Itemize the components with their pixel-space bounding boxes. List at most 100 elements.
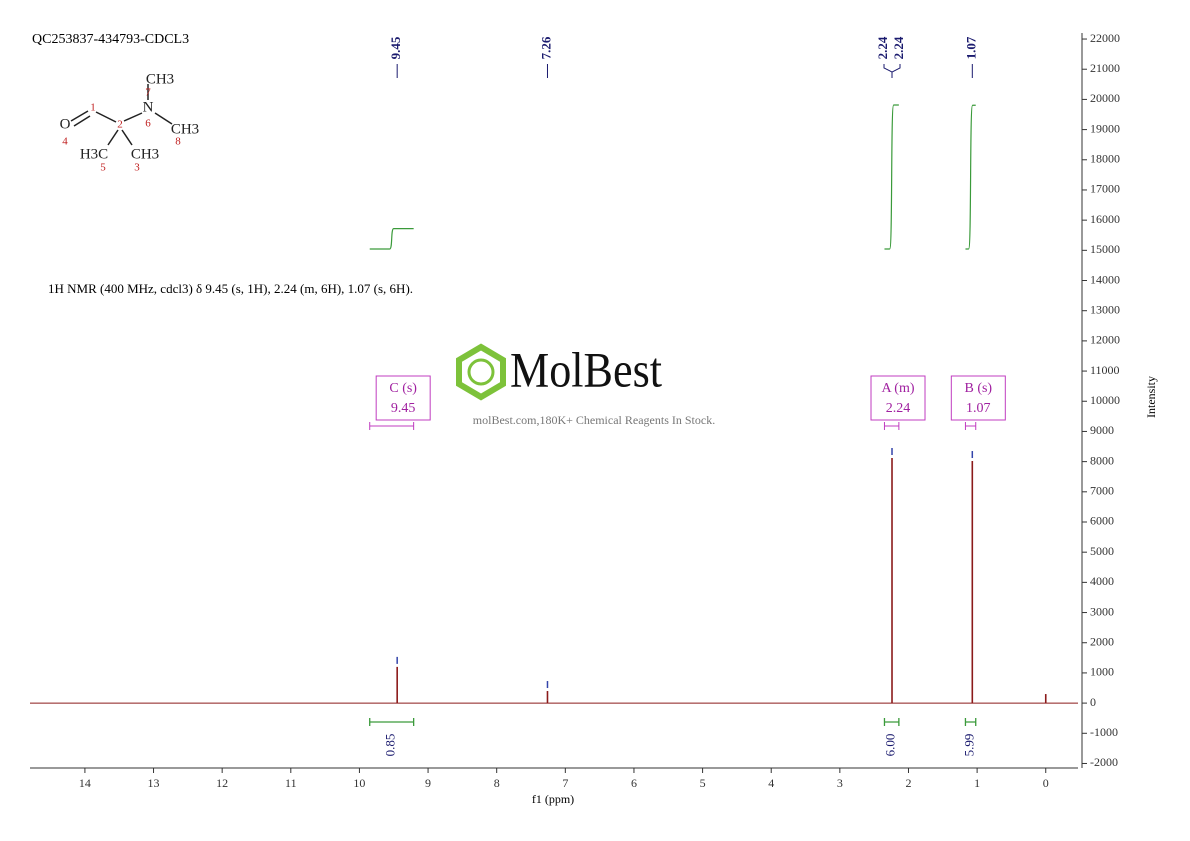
y-tick-label: 1000 bbox=[1090, 665, 1114, 679]
peak-label: 1.07 bbox=[963, 36, 978, 59]
integral-bracket bbox=[369, 718, 415, 726]
integral-curve bbox=[965, 104, 976, 250]
multiplet-box bbox=[375, 375, 431, 421]
bond bbox=[95, 111, 117, 123]
y-tick-label: 0 bbox=[1090, 695, 1096, 709]
y-tick-label: 14000 bbox=[1090, 272, 1120, 286]
bond bbox=[154, 112, 173, 125]
peak-label: 9.45 bbox=[388, 36, 403, 59]
y-axis-label: Intensity bbox=[1144, 376, 1158, 418]
atom-label: CH3 bbox=[131, 146, 159, 162]
multiplet-shift: 1.07 bbox=[966, 401, 991, 416]
peak-label: 2.24 bbox=[891, 36, 906, 59]
y-tick-label: 22000 bbox=[1090, 31, 1120, 45]
multiplet-name: C (s) bbox=[389, 381, 417, 396]
bond bbox=[107, 129, 119, 146]
x-tick-label: 5 bbox=[700, 776, 706, 790]
x-tick-label: 10 bbox=[353, 776, 365, 790]
x-axis-label: f1 (ppm) bbox=[532, 792, 574, 806]
x-tick-label: 3 bbox=[837, 776, 843, 790]
x-tick-label: 14 bbox=[79, 776, 91, 790]
atom-label: N bbox=[143, 99, 154, 115]
chart-title: QC253837-434793-CDCL3 bbox=[32, 32, 189, 47]
logo-ring bbox=[467, 358, 495, 386]
multiplet-name: B (s) bbox=[964, 381, 992, 396]
y-tick-label: 19000 bbox=[1090, 121, 1120, 135]
y-tick-label: 8000 bbox=[1090, 453, 1114, 467]
x-tick-label: 1 bbox=[974, 776, 980, 790]
x-tick-label: 13 bbox=[148, 776, 160, 790]
y-tick-label: 13000 bbox=[1090, 302, 1120, 316]
y-tick-label: -2000 bbox=[1090, 755, 1118, 769]
atom-number: 1 bbox=[90, 102, 96, 114]
integral-bracket bbox=[883, 718, 900, 726]
y-tick-label: 11000 bbox=[1090, 363, 1120, 377]
watermark-tagline: molBest.com,180K+ Chemical Reagents In S… bbox=[473, 413, 715, 427]
integral-label: 0.85 bbox=[383, 734, 398, 757]
y-tick-label: 15000 bbox=[1090, 242, 1120, 256]
x-tick-label: 7 bbox=[562, 776, 568, 790]
y-tick-label: 5000 bbox=[1090, 544, 1114, 558]
integral-bracket bbox=[964, 718, 977, 726]
y-tick-label: 20000 bbox=[1090, 91, 1120, 105]
atom-label: H3C bbox=[80, 146, 108, 162]
y-tick-label: 4000 bbox=[1090, 574, 1114, 588]
x-tick-label: 6 bbox=[631, 776, 637, 790]
y-tick-label: 12000 bbox=[1090, 333, 1120, 347]
multiplet-bracket bbox=[883, 422, 900, 430]
multiplet-name: A (m) bbox=[881, 381, 914, 396]
peak-label-leader bbox=[883, 64, 893, 78]
bond bbox=[73, 115, 91, 127]
atom-number: 8 bbox=[175, 136, 181, 148]
y-tick-label: 16000 bbox=[1090, 212, 1120, 226]
bond bbox=[70, 110, 89, 122]
y-tick-label: 18000 bbox=[1090, 152, 1120, 166]
x-tick-label: 11 bbox=[285, 776, 297, 790]
y-tick-label: 9000 bbox=[1090, 423, 1114, 437]
x-tick-label: 2 bbox=[905, 776, 911, 790]
x-tick-label: 12 bbox=[216, 776, 228, 790]
description: 1H NMR (400 MHz, cdcl3) δ 9.45 (s, 1H), … bbox=[48, 281, 413, 296]
atom-number: 2 bbox=[117, 119, 123, 131]
logo-hexagon bbox=[456, 343, 506, 401]
x-tick-label: 8 bbox=[494, 776, 500, 790]
atom-label: CH3 bbox=[171, 121, 199, 137]
y-tick-label: 7000 bbox=[1090, 484, 1114, 498]
peak-label: 7.26 bbox=[538, 36, 553, 59]
atom-number: 3 bbox=[134, 162, 140, 174]
y-tick-label: 10000 bbox=[1090, 393, 1120, 407]
x-tick-label: 4 bbox=[768, 776, 774, 790]
integral-label: 5.99 bbox=[962, 734, 977, 757]
atom-number: 7 bbox=[145, 87, 151, 99]
bond bbox=[121, 129, 133, 146]
multiplet-box bbox=[950, 375, 1006, 421]
bond bbox=[123, 112, 143, 122]
multiplet-bracket bbox=[964, 422, 977, 430]
multiplet-box bbox=[870, 375, 926, 421]
peak-label: 2.24 bbox=[875, 36, 890, 59]
peak-label-leader bbox=[891, 64, 901, 78]
x-tick-label: 0 bbox=[1043, 776, 1049, 790]
y-tick-label: 21000 bbox=[1090, 61, 1120, 75]
y-tick-label: 2000 bbox=[1090, 634, 1114, 648]
y-tick-label: -1000 bbox=[1090, 725, 1118, 739]
integral-label: 6.00 bbox=[883, 734, 898, 757]
watermark-logo bbox=[456, 343, 506, 401]
y-tick-label: 17000 bbox=[1090, 182, 1120, 196]
atom-number: 5 bbox=[100, 162, 106, 174]
y-tick-label: 6000 bbox=[1090, 514, 1114, 528]
watermark: MolBest bbox=[510, 341, 662, 397]
multiplet-shift: 9.45 bbox=[391, 401, 416, 416]
atom-number: 6 bbox=[145, 118, 151, 130]
y-tick-label: 3000 bbox=[1090, 604, 1114, 618]
structure-bonds bbox=[70, 84, 173, 146]
x-tick-label: 9 bbox=[425, 776, 431, 790]
atom-number: 4 bbox=[62, 136, 68, 148]
integral-curve bbox=[884, 104, 899, 250]
integral-curve bbox=[369, 228, 414, 250]
multiplet-shift: 2.24 bbox=[886, 401, 911, 416]
atom-label: O bbox=[60, 116, 71, 132]
multiplet-bracket bbox=[369, 422, 415, 430]
atom-label: CH3 bbox=[146, 71, 174, 87]
